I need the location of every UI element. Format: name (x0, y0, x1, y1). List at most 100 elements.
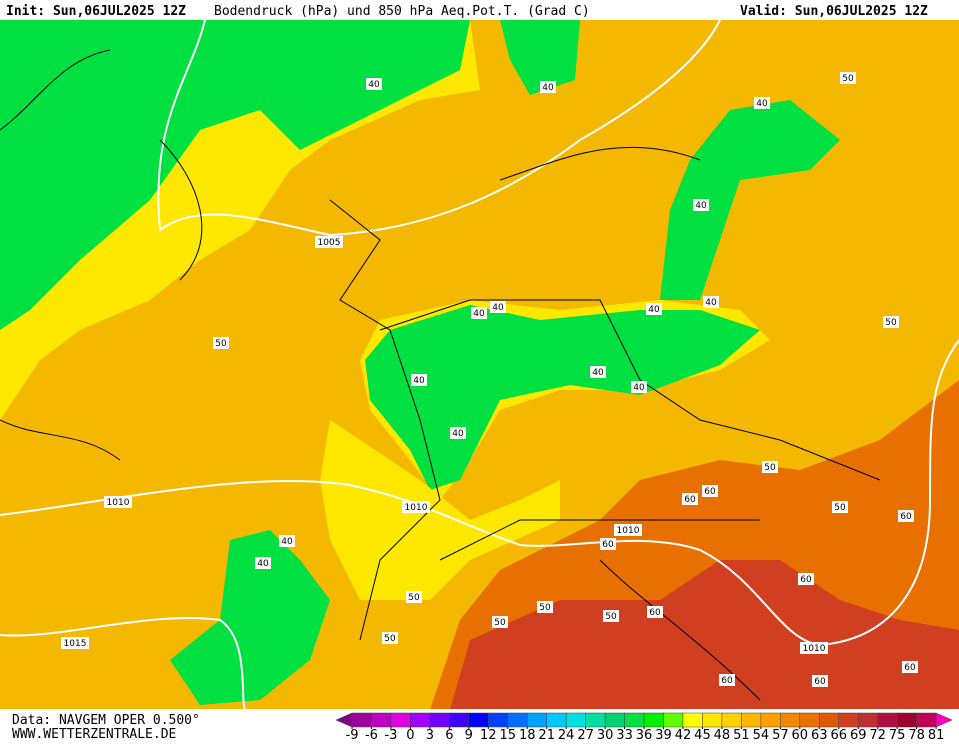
field-green (660, 100, 840, 300)
contour-label-box (471, 307, 487, 319)
contour-label: 50 (764, 463, 776, 473)
colorbar-cell (916, 712, 937, 728)
field-green (170, 530, 330, 705)
colorbar-cell (624, 712, 645, 728)
borders (0, 49, 881, 701)
contour-label-box (702, 485, 718, 497)
init-text: Init: Sun,06JUL2025 12Z (6, 4, 186, 19)
colorbar-cell (877, 712, 898, 728)
colorbar-cell (663, 712, 684, 728)
contour-label: 40 (492, 303, 504, 313)
colorbar-cell (585, 712, 606, 728)
contour-label-box (366, 78, 382, 90)
contour-label-box (382, 632, 398, 644)
colorbar-label: 51 (733, 728, 750, 741)
contour-label: 40 (756, 99, 768, 109)
colorbar: -9 -6 -3 0 3 6 9 12 15 18 21 24 27 30 33 36 39 42 45 48 51 54… (335, 712, 953, 743)
contour-label-box (61, 637, 89, 649)
colorbar-cell (838, 712, 859, 728)
contour-label-box (104, 496, 132, 508)
contour-label: 40 (542, 83, 554, 93)
colorbar-label: 54 (753, 728, 770, 741)
colorbar-cell (643, 712, 664, 728)
contour-label: 40 (648, 305, 660, 315)
contour-label: 40 (452, 429, 464, 439)
contour-label: 40 (695, 201, 707, 211)
colorbar-label: 36 (636, 728, 653, 741)
colorbar-label: 57 (772, 728, 789, 741)
contour-label: 60 (649, 608, 661, 618)
colorbar-label: 48 (714, 728, 731, 741)
contour-label: 40 (592, 368, 604, 378)
contour-label-box (492, 616, 508, 628)
contour-labels: 40 40 40 50 40 1005 40 40 40 40 50 50 40 40 40 40 50 60 60… (61, 72, 918, 687)
field-red (450, 560, 959, 710)
contour-label: 60 (904, 663, 916, 673)
colorbar-label: 72 (869, 728, 886, 741)
colorbar-label: -9 (346, 728, 359, 741)
contour-label: 60 (602, 540, 614, 550)
colorbar-label: 24 (558, 728, 575, 741)
colorbar-label: 78 (908, 728, 925, 741)
contour-label-box (798, 573, 814, 585)
contour-label: 50 (605, 612, 617, 622)
contour-label-box (406, 591, 422, 603)
colorbar-cell (857, 712, 878, 728)
contour-label: 50 (842, 74, 854, 84)
contour-label: 40 (281, 537, 293, 547)
colorbar-cell (507, 712, 528, 728)
contour-label: 50 (384, 634, 396, 644)
colorbar-cell (351, 712, 372, 728)
contour-label: 1010 (617, 526, 640, 536)
contour-label: 60 (684, 495, 696, 505)
contour-label-box (603, 610, 619, 622)
contour-label-box (213, 337, 229, 349)
contour-label-box (754, 97, 770, 109)
contour-label-box (902, 661, 918, 673)
contour-label-box (898, 510, 914, 522)
contour-label-box (719, 674, 735, 686)
colorbar-cell (896, 712, 917, 728)
colorbar-label: 66 (830, 728, 847, 741)
colorbar-cell (371, 712, 392, 728)
contour-label: 1010 (803, 644, 826, 654)
map-title: Bodendruck (hPa) und 850 hPa Aeq.Pot.T. … (214, 4, 590, 19)
contour-label-box (682, 493, 698, 505)
contour-label-box (647, 606, 663, 618)
colorbar-cell (546, 712, 567, 728)
colorbar-label: 60 (792, 728, 809, 741)
contour-label-box (490, 301, 506, 313)
colorbar-cell (819, 712, 840, 728)
colorbar-label: 3 (426, 728, 434, 741)
colorbar-label: 18 (519, 728, 536, 741)
contour-label: 50 (494, 618, 506, 628)
colorbar-arrow (935, 712, 953, 728)
contour-label-box (411, 374, 427, 386)
colorbar-cell (604, 712, 625, 728)
field-green (365, 305, 760, 490)
contour-label-box (762, 461, 778, 473)
colorbar-cell (449, 712, 470, 728)
contour-label: 40 (633, 383, 645, 393)
colorbar-label: 0 (406, 728, 414, 741)
colorbar-cell (682, 712, 703, 728)
contour-label-box (631, 381, 647, 393)
colorbar-label: -6 (365, 728, 378, 741)
contour-label: 60 (721, 676, 733, 686)
contour-label: 1010 (405, 503, 428, 513)
colorbar-cell (565, 712, 586, 728)
contour-label-box (646, 303, 662, 315)
contour-label-box (402, 501, 430, 513)
colorbar-cell (741, 712, 762, 728)
data-source: Data: NAVGEM OPER 0.500° (12, 713, 200, 728)
contour-label: 50 (408, 593, 420, 603)
colorbar-cell (760, 712, 781, 728)
contour-label: 60 (704, 487, 716, 497)
contour-label-box (537, 601, 553, 613)
colorbar-cell (526, 712, 547, 728)
contour-label: 40 (705, 298, 717, 308)
contour-label: 50 (885, 318, 897, 328)
contour-label-box (255, 557, 271, 569)
contour-label: 40 (368, 80, 380, 90)
